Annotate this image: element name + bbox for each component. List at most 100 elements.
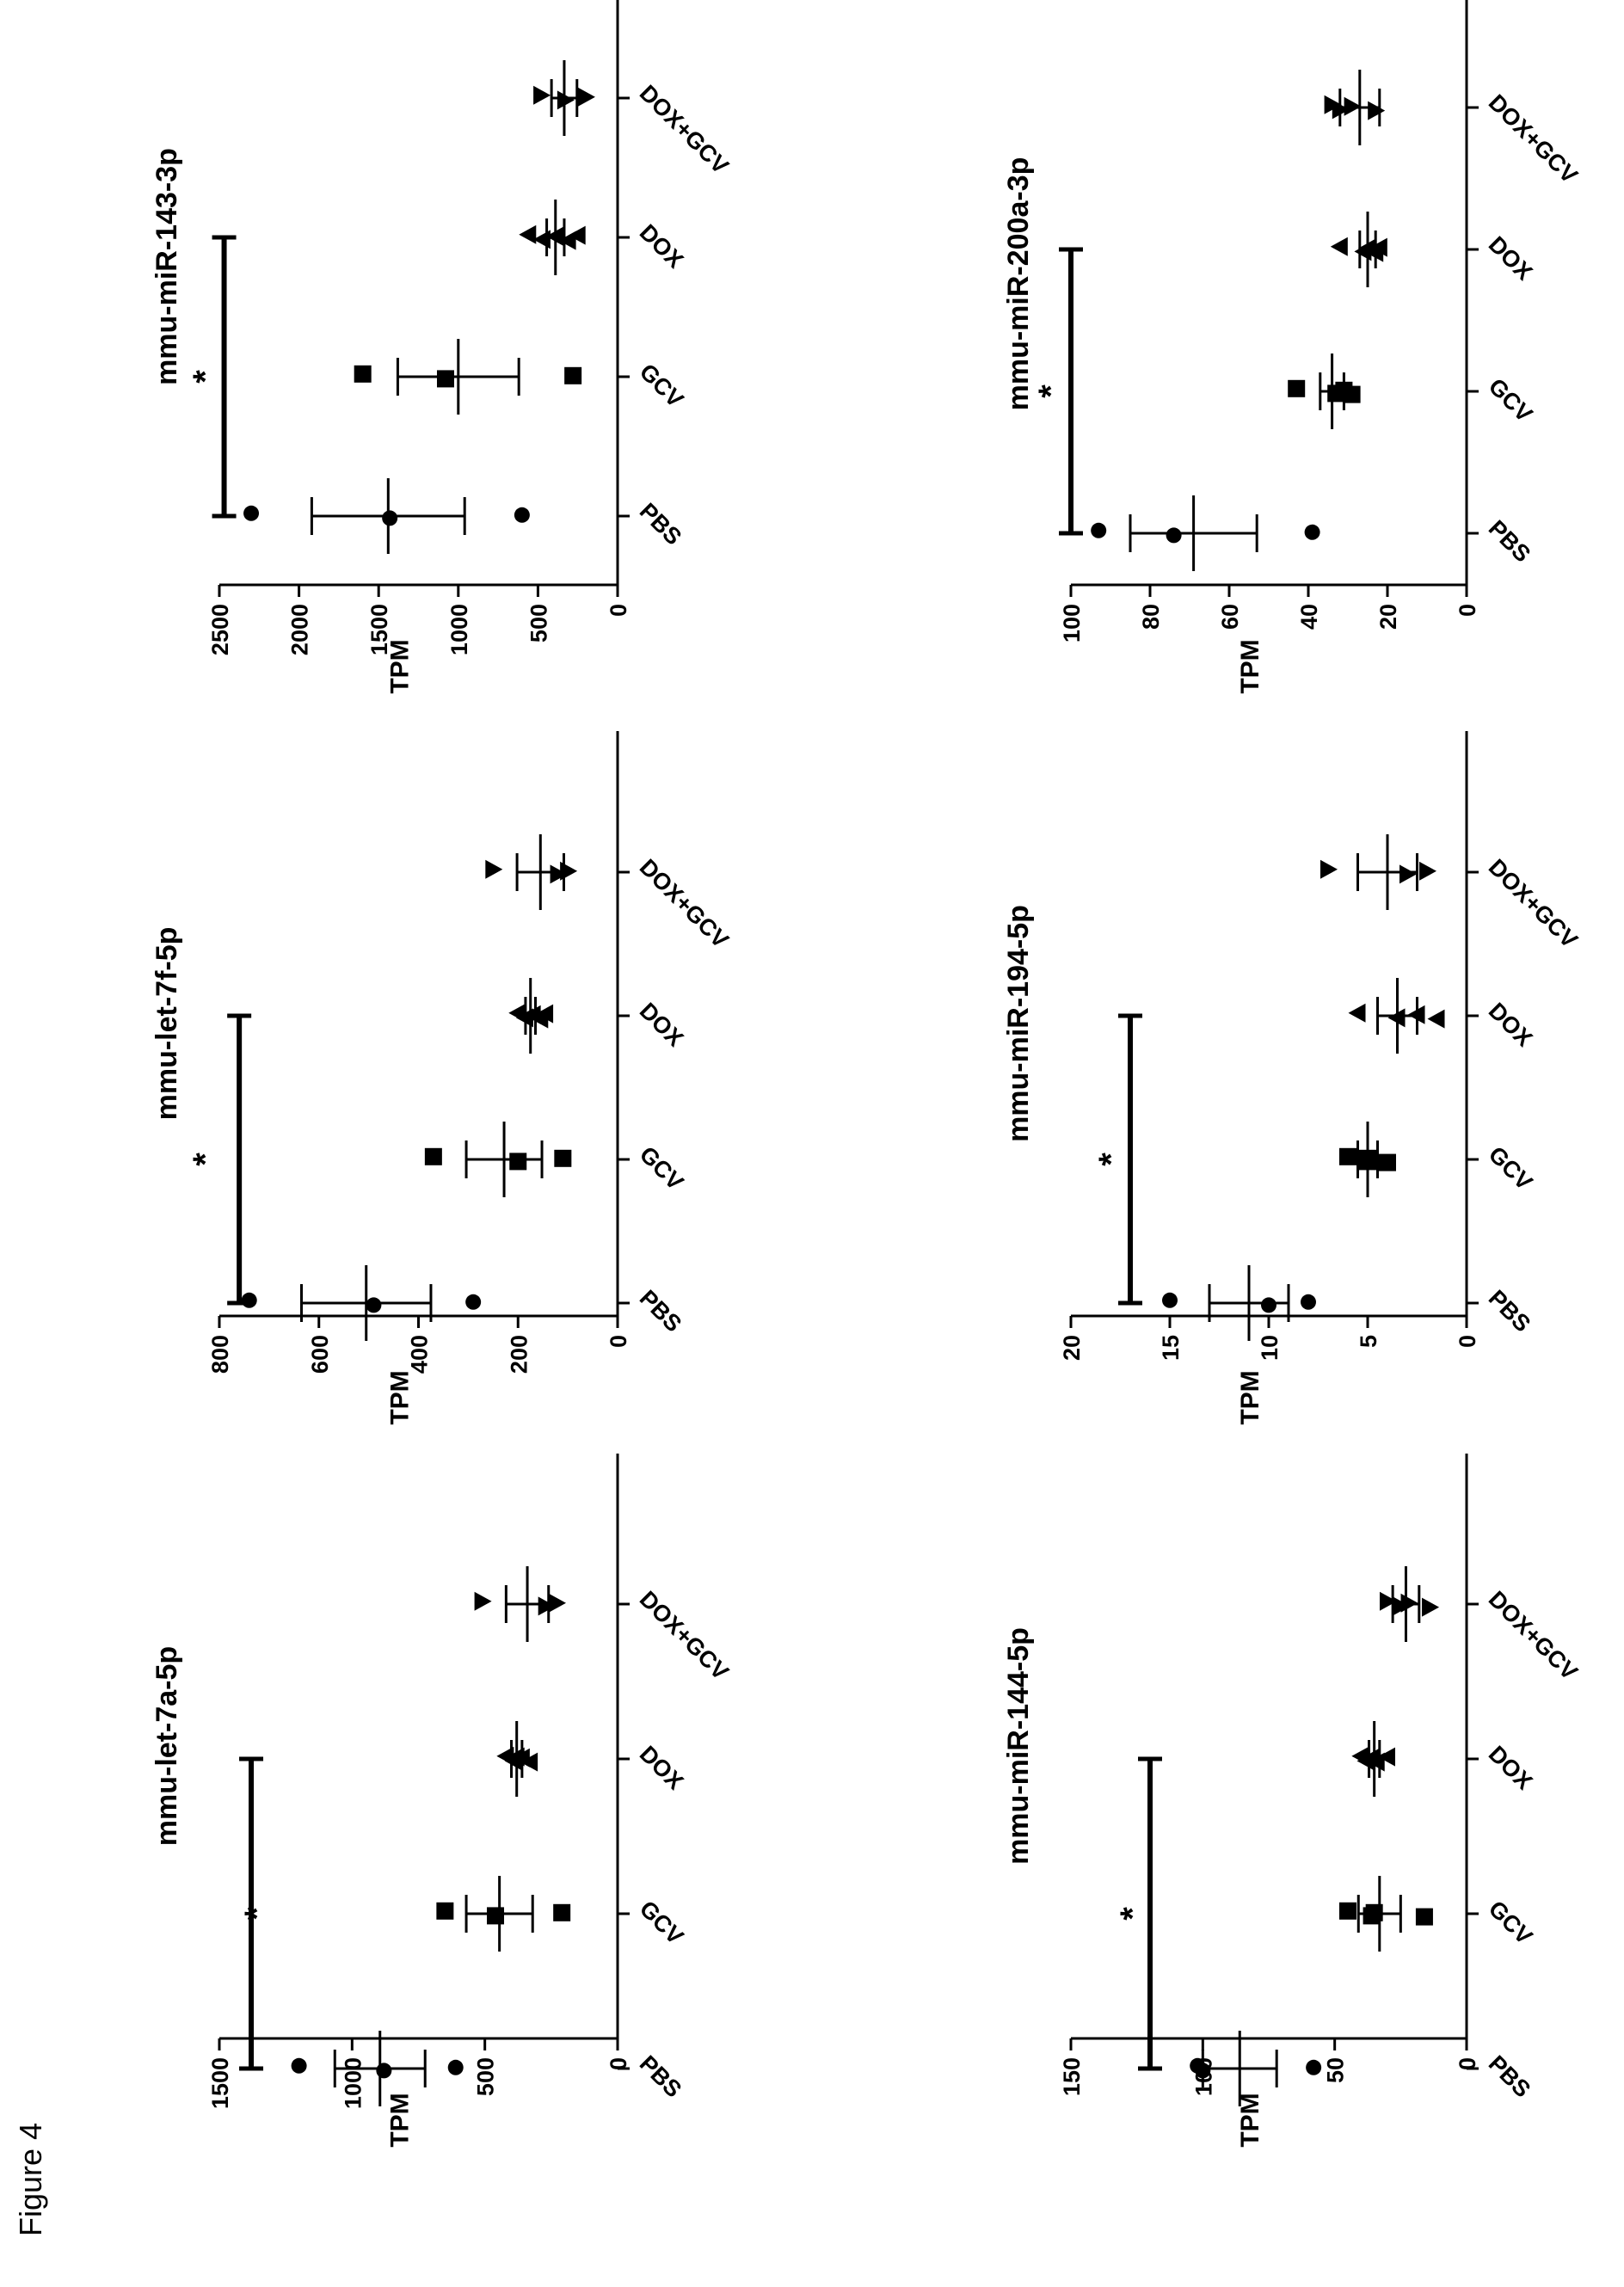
group-label: DOX+GCV: [635, 854, 734, 953]
group-label: PBS: [1484, 2050, 1535, 2102]
data-point: [1348, 1003, 1366, 1023]
panel-title-group: mmu-miR-200a-3p: [1002, 157, 1035, 411]
group-label: DOX: [1484, 998, 1538, 1052]
significance-star-group: *: [1032, 384, 1070, 398]
panel: 0 20 40 60 80 100 TPM mmu-miR-200a-3p PBS GCV DOX D…: [1002, 0, 1583, 694]
significance-star-group: *: [238, 1907, 276, 1921]
y-axis-label: TPM: [386, 1370, 415, 1424]
data-point: [366, 1297, 382, 1313]
y-axis-label: TPM: [386, 2093, 415, 2147]
value-tick-label: 0: [1455, 2057, 1480, 2070]
significance-star: *: [238, 1907, 276, 1921]
panel-title-group: mmu-let-7a-5p: [151, 1646, 183, 1846]
significance-star: *: [187, 370, 225, 384]
data-point: [568, 225, 586, 245]
data-point: [243, 505, 260, 521]
value-tick-label-group: 20: [1059, 1335, 1085, 1361]
group-label-group: DOX: [635, 219, 689, 274]
significance-star: *: [1092, 1153, 1130, 1166]
data-point: [1427, 1009, 1445, 1029]
group-label: PBS: [1484, 515, 1535, 567]
significance-star-group: *: [1114, 1907, 1152, 1921]
data-point: [1306, 2059, 1322, 2075]
data-point: [1343, 385, 1361, 403]
value-tick-label-group: 0: [1455, 604, 1480, 617]
value-tick-label-group: 1000: [446, 604, 472, 655]
group-label: DOX: [1484, 231, 1538, 286]
value-tick-label-group: 60: [1217, 604, 1243, 630]
panel: 0 200 400 600 800 TPM mmu-let-7f-5p PBS GCV DOX DO…: [151, 731, 734, 1425]
group-label: PBS: [1484, 1285, 1535, 1337]
value-tick-label: 0: [1455, 1335, 1480, 1348]
data-point: [1339, 1902, 1356, 1920]
y-axis-label-group: TPM: [1236, 1370, 1264, 1424]
group-label-group: DOX+GCV: [1484, 1586, 1583, 1685]
group-label-group: DOX: [1484, 1741, 1538, 1795]
value-tick-label: 20: [1375, 604, 1401, 630]
group-label: DOX: [635, 1741, 689, 1795]
value-tick-label: 5: [1356, 1335, 1381, 1348]
data-point: [474, 1591, 492, 1611]
value-tick-label: 60: [1217, 604, 1243, 630]
value-tick-label: 500: [526, 604, 551, 642]
panel-title: mmu-let-7a-5p: [151, 1646, 183, 1846]
value-tick-label-group: 15: [1158, 1335, 1184, 1361]
value-tick-label-group: 200: [506, 1335, 532, 1374]
group-label: DOX+GCV: [1484, 89, 1583, 188]
value-tick-label-group: 800: [207, 1335, 233, 1374]
value-tick-label: 10: [1257, 1335, 1283, 1361]
value-tick-label: 0: [606, 604, 631, 617]
group-label-group: GCV: [635, 1896, 689, 1950]
y-axis-label-group: TPM: [1236, 639, 1264, 693]
panel-title: mmu-miR-194-5p: [1002, 905, 1035, 1142]
panel-title: mmu-miR-200a-3p: [1002, 157, 1035, 411]
y-axis-label-group: TPM: [386, 639, 415, 693]
figure-label: Figure 4: [13, 2123, 48, 2236]
panels: 050010001500TPMmmu-let-7a-5pPBSGCVDOXDOX…: [151, 0, 1583, 2148]
data-point: [1304, 524, 1320, 540]
data-point: [1261, 1297, 1276, 1313]
panel-title-group: mmu-miR-194-5p: [1002, 905, 1035, 1142]
value-tick-label-group: 0: [606, 604, 631, 617]
group-label-group: DOX: [1484, 231, 1538, 286]
group-label: GCV: [635, 1141, 689, 1196]
data-point: [536, 1004, 554, 1024]
data-point: [1379, 1153, 1396, 1171]
significance-star: *: [1032, 384, 1070, 398]
y-axis-label: TPM: [1236, 1370, 1264, 1424]
value-tick-label-group: 600: [307, 1335, 333, 1374]
data-point: [1330, 237, 1348, 256]
group-label-group: DOX+GCV: [1484, 89, 1583, 188]
group-label-group: PBS: [1484, 1285, 1535, 1337]
group-label: DOX+GCV: [635, 80, 734, 179]
value-tick-label: 200: [506, 1335, 532, 1374]
value-tick-label-group: 80: [1138, 604, 1164, 630]
value-tick-label-group: 400: [407, 1335, 433, 1374]
data-point: [549, 1593, 567, 1613]
group-label-group: DOX: [635, 1741, 689, 1795]
data-point: [447, 2059, 464, 2075]
data-point: [1419, 861, 1436, 881]
data-point: [354, 365, 372, 383]
value-tick-label: 40: [1296, 604, 1322, 630]
group-label: DOX+GCV: [1484, 854, 1583, 953]
data-point: [1369, 237, 1387, 257]
data-point: [550, 864, 568, 884]
value-tick-label-group: 0: [606, 2057, 631, 2070]
value-tick-label-group: 100: [1059, 604, 1085, 642]
value-tick-label: 1500: [207, 2057, 233, 2109]
value-tick-label-group: 2500: [207, 604, 233, 655]
group-label: GCV: [1484, 1896, 1538, 1950]
value-tick-label-group: 150: [1059, 2057, 1085, 2096]
data-point: [553, 1903, 571, 1921]
value-tick-label-group: 5: [1356, 1335, 1381, 1348]
panel-title-group: mmu-miR-144-5p: [1002, 1627, 1035, 1865]
panel-title: mmu-miR-144-5p: [1002, 1627, 1035, 1865]
value-tick-label: 0: [606, 1335, 631, 1348]
data-point: [514, 507, 530, 523]
group-label: PBS: [635, 1285, 686, 1337]
group-label-group: DOX+GCV: [635, 80, 734, 179]
data-point: [1368, 101, 1386, 120]
value-tick-label: 20: [1059, 1335, 1085, 1361]
data-point: [241, 1292, 257, 1308]
